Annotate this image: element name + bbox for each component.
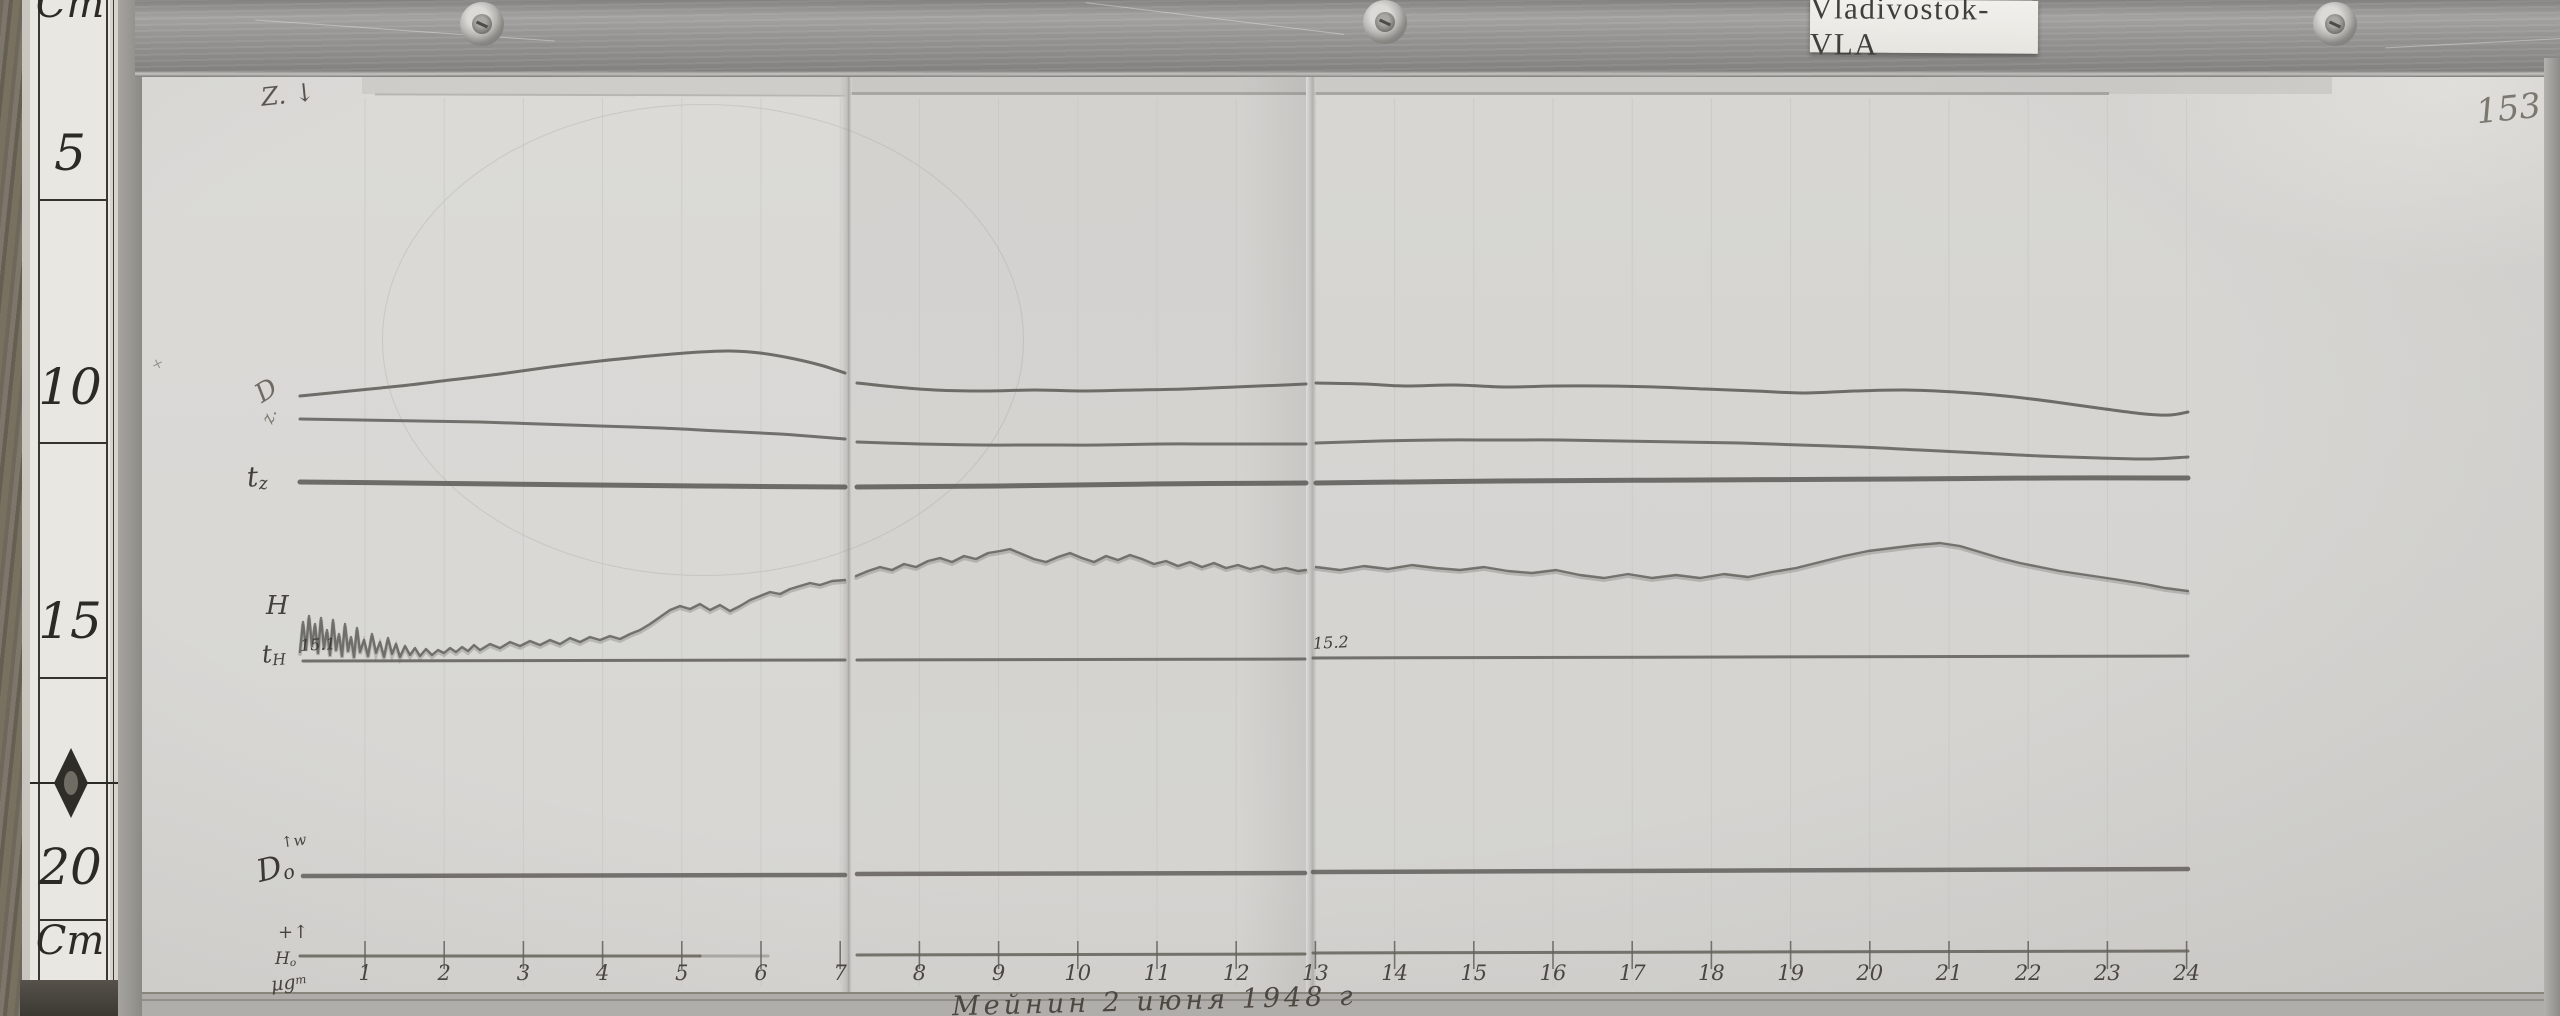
hour-label-24: 24 bbox=[2172, 961, 2200, 985]
screw-right bbox=[2313, 2, 2357, 46]
ruler-border-line bbox=[38, 0, 40, 986]
trace-H-baseline bbox=[855, 952, 1307, 957]
cm-ruler: Cm 5 10 15 20 Cm bbox=[22, 0, 118, 986]
label-ug: µgm bbox=[269, 971, 308, 996]
hour-label-22: 22 bbox=[2014, 961, 2042, 985]
ruler-edge-strip bbox=[118, 0, 144, 1016]
label-tz-sub: z bbox=[257, 473, 269, 495]
mark-z-down: Z. ↓ bbox=[259, 77, 317, 112]
hour-label-6: 6 bbox=[754, 961, 767, 985]
ann-baseline-151: 15.1 bbox=[299, 634, 337, 655]
trace-tZ-temperature bbox=[297, 479, 848, 490]
trace-H-variation bbox=[854, 547, 1308, 578]
screw-slot bbox=[1378, 18, 1392, 26]
trace-tH-baseline bbox=[1311, 654, 2190, 660]
trace-D-variation bbox=[1314, 381, 2190, 417]
label-th-sub: H bbox=[271, 650, 287, 670]
trace-tH-baseline bbox=[855, 657, 1307, 662]
station-name-plate: Vladivostok-VLA bbox=[1810, 0, 2039, 61]
label-h0-sub: o bbox=[289, 957, 297, 970]
hour-label-11: 11 bbox=[1144, 961, 1171, 985]
ann-baseline-152: 15.2 bbox=[1312, 632, 1350, 653]
ruler-cell-line bbox=[38, 677, 108, 679]
ruler-border-line bbox=[113, 0, 114, 986]
trace-D-baseline bbox=[854, 870, 1308, 877]
ruler-cell-line bbox=[38, 199, 108, 201]
screw-ring bbox=[1375, 12, 1395, 32]
screw-slot bbox=[2328, 20, 2342, 28]
label-h: H bbox=[266, 591, 289, 621]
label-tz: tz bbox=[245, 459, 269, 495]
sheet-number: 153 bbox=[2474, 85, 2543, 133]
ruler-mark-cm: Cm bbox=[35, 918, 105, 964]
trace-H-variation-fuzz bbox=[854, 549, 1308, 580]
hour-label-19: 19 bbox=[1777, 961, 1804, 985]
ruler-mark-cm: Cm bbox=[35, 0, 105, 27]
ruler-cell-line bbox=[38, 442, 108, 444]
label-th: tH bbox=[260, 639, 287, 670]
hour-label-16: 16 bbox=[1540, 961, 1567, 985]
hour-label-4: 4 bbox=[595, 961, 609, 985]
trace-Z-variation bbox=[1314, 438, 2190, 461]
label-ug-sup: m bbox=[294, 972, 308, 988]
hour-label-8: 8 bbox=[913, 961, 926, 985]
screw-middle bbox=[1363, 0, 1407, 44]
hour-label-1: 1 bbox=[358, 961, 371, 985]
hour-label-12: 12 bbox=[1223, 961, 1250, 985]
screw-ring bbox=[2325, 14, 2345, 34]
trace-Z-variation bbox=[855, 440, 1308, 447]
ruler-mark-10: 10 bbox=[38, 358, 102, 416]
ruler-mark-15: 15 bbox=[38, 592, 102, 650]
trace-H-variation bbox=[1314, 541, 2190, 593]
trace-H-baseline bbox=[1311, 949, 2190, 955]
hour-label-3: 3 bbox=[517, 961, 530, 985]
right-edge-strip bbox=[2544, 58, 2560, 1016]
photo-paper bbox=[142, 74, 2545, 994]
screw-slot bbox=[475, 20, 489, 28]
ruler-mark-20: 20 bbox=[38, 838, 102, 896]
ruler-diamond bbox=[30, 748, 118, 818]
ruler-bottom-shadow bbox=[20, 980, 120, 1016]
hour-label-17: 17 bbox=[1619, 961, 1646, 985]
screw-ring bbox=[472, 14, 492, 34]
hour-label-21: 21 bbox=[1935, 961, 1963, 985]
trace-D-baseline bbox=[300, 872, 848, 879]
trace-D-variation bbox=[298, 349, 847, 398]
bottom-shelf-edge bbox=[142, 992, 2560, 1016]
trace-D-variation bbox=[855, 381, 1308, 393]
bar-scratch bbox=[2385, 32, 2560, 49]
ann-arrow-w: ↑w bbox=[279, 830, 308, 852]
ruler-mark-5: 5 bbox=[54, 124, 86, 182]
bar-scratch bbox=[255, 19, 555, 42]
trace-H-variation-fuzz bbox=[1314, 543, 2190, 595]
trace-tZ-temperature bbox=[1313, 475, 2191, 486]
screw-left bbox=[460, 2, 504, 46]
hour-label-9: 9 bbox=[992, 961, 1005, 985]
hour-label-13: 13 bbox=[1302, 961, 1329, 985]
hour-label-10: 10 bbox=[1064, 961, 1091, 985]
station-label: Vladivostok-VLA bbox=[1809, 0, 1991, 62]
hour-label-20: 20 bbox=[1855, 961, 1883, 985]
label-d0: Do bbox=[252, 848, 298, 890]
hour-label-2: 2 bbox=[437, 961, 451, 985]
bar-scratch bbox=[1085, 2, 1345, 35]
trace-tZ-temperature bbox=[854, 480, 1309, 490]
label-plus-up: +↑ bbox=[278, 922, 309, 943]
hour-label-15: 15 bbox=[1460, 961, 1487, 985]
hour-label-23: 23 bbox=[2093, 961, 2121, 985]
trace-H-variation bbox=[298, 578, 847, 659]
hour-label-5: 5 bbox=[675, 961, 688, 985]
hour-label-14: 14 bbox=[1381, 961, 1408, 985]
hour-label-7: 7 bbox=[834, 961, 848, 985]
ruler-border-line bbox=[106, 0, 108, 986]
trace-tH-baseline bbox=[301, 658, 847, 663]
metal-bar bbox=[135, 0, 2560, 77]
label-h0: Ho bbox=[275, 949, 297, 970]
trace-Z-variation bbox=[298, 417, 847, 441]
hour-label-18: 18 bbox=[1698, 961, 1725, 985]
trace-D-baseline bbox=[1310, 866, 2191, 875]
ruler-cell-line bbox=[38, 919, 108, 921]
